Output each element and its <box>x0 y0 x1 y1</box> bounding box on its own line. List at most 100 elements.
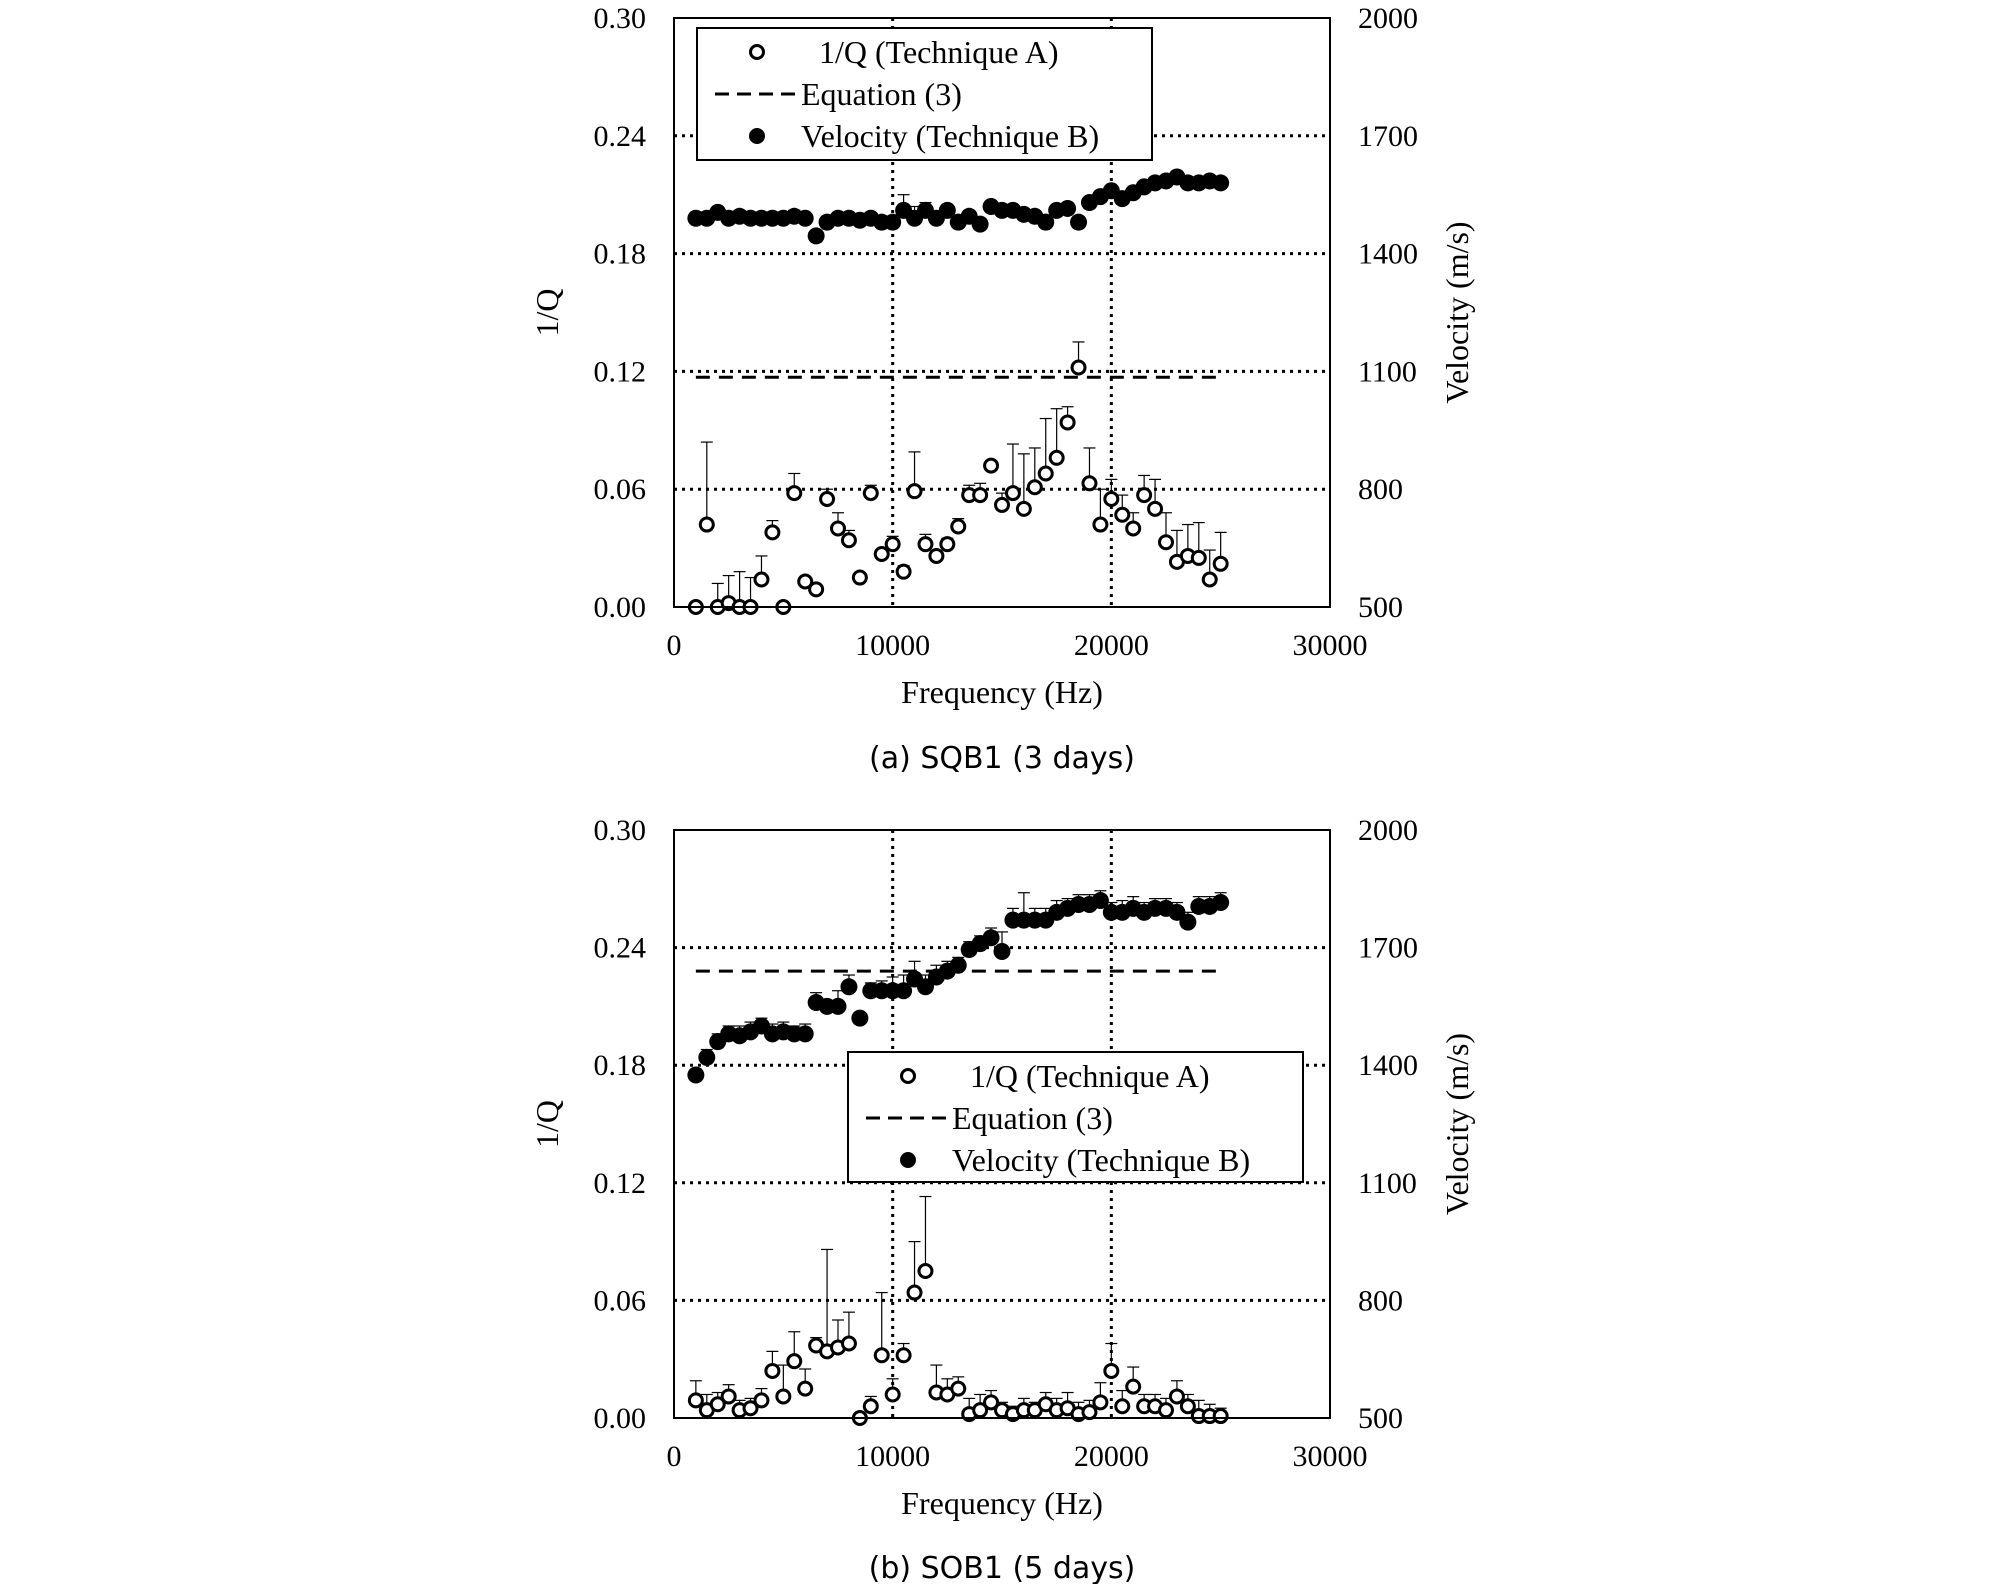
y-axis-label: 1/Q <box>529 1100 565 1148</box>
q-inverse-point <box>1037 465 1054 482</box>
q-inverse-point <box>1103 1362 1120 1379</box>
y2-tick-label: 500 <box>1358 591 1403 624</box>
data-points <box>687 168 1230 615</box>
legend-label: 1/Q (Technique A) <box>970 1058 1209 1094</box>
q-inverse-point <box>1059 414 1076 431</box>
velocity-point <box>851 1009 869 1027</box>
y-tick-label: 0.18 <box>594 1049 647 1082</box>
velocity-point <box>982 929 1000 947</box>
y-tick-label: 0.24 <box>594 932 647 965</box>
q-inverse-point <box>950 518 967 535</box>
q-inverse-point <box>1092 1394 1109 1411</box>
q-inverse-point <box>698 516 715 533</box>
q-inverse-point <box>1026 479 1043 496</box>
q-inverse-point <box>917 1263 934 1279</box>
x-tick-label: 10000 <box>855 1440 930 1473</box>
q-inverse-point <box>1212 555 1229 572</box>
q-inverse-point <box>1136 487 1153 504</box>
q-inverse-point <box>1092 516 1109 533</box>
figure-caption: (a) SQB1 (3 days) <box>869 741 1135 776</box>
q-inverse-point <box>687 1392 704 1409</box>
q-inverse-point <box>1081 475 1098 492</box>
velocity-point <box>829 997 847 1015</box>
velocity-point <box>1179 913 1197 931</box>
y-tick-label: 0.00 <box>594 1402 647 1435</box>
q-inverse-point <box>917 536 934 553</box>
y-tick-label: 0.00 <box>594 591 647 624</box>
y-axis-label: 1/Q <box>529 289 565 337</box>
velocity-point <box>938 201 956 219</box>
legend-label: Velocity (Technique B) <box>801 118 1099 154</box>
velocity-point <box>796 209 814 227</box>
q-inverse-point <box>1015 500 1032 517</box>
q-inverse-point <box>819 491 836 508</box>
q-inverse-point <box>1004 485 1021 502</box>
velocity-point <box>949 956 967 974</box>
q-inverse-point <box>906 1284 923 1301</box>
q-inverse-point <box>1114 506 1131 523</box>
q-inverse-point <box>994 496 1010 513</box>
y2-tick-label: 1100 <box>1358 355 1417 388</box>
q-inverse-point <box>764 524 781 541</box>
velocity-point <box>1037 213 1055 231</box>
q-inverse-point <box>720 1388 737 1405</box>
y2-axis-label: Velocity (m/s) <box>1439 221 1475 403</box>
legend-filled-circle-marker <box>749 128 765 144</box>
y2-tick-label: 800 <box>1358 1284 1403 1317</box>
velocity-point <box>687 1066 705 1084</box>
legend-open-circle-marker <box>900 1068 916 1084</box>
q-inverse-point <box>928 547 945 564</box>
q-inverse-point <box>983 457 1000 474</box>
plot-area-frame <box>673 17 1331 608</box>
velocity-point <box>884 213 902 231</box>
x-axis-label: Frequency (Hz) <box>901 1485 1103 1521</box>
q-inverse-point <box>830 520 846 537</box>
velocity-point <box>971 215 989 233</box>
q-inverse-point <box>1201 571 1218 588</box>
velocity-point <box>993 943 1011 961</box>
q-inverse-point <box>764 1362 781 1379</box>
q-inverse-point <box>983 1394 1000 1411</box>
figure-caption: (b) SOB1 (5 days) <box>869 1551 1136 1584</box>
y2-tick-label: 500 <box>1358 1402 1403 1435</box>
velocity-point <box>807 227 825 245</box>
q-inverse-point <box>1048 449 1065 466</box>
velocity-point <box>1091 892 1109 910</box>
plot-area-frame <box>673 829 1331 1419</box>
x-tick-label: 0 <box>667 629 682 662</box>
q-inverse-point <box>786 485 803 502</box>
velocity-point <box>1212 894 1230 912</box>
q-inverse-point <box>950 1380 967 1397</box>
q-inverse-point <box>862 1398 879 1415</box>
q-inverse-point <box>895 563 912 580</box>
q-inverse-point <box>884 1386 901 1403</box>
velocity-point <box>916 978 934 996</box>
velocity-point <box>1070 213 1088 231</box>
y-axis-left-ticks: 0.00 0.06 0.12 0.18 0.24 0.30 <box>594 814 647 1435</box>
y-tick-label: 0.18 <box>594 238 647 271</box>
legend: 1/Q (Technique A) Equation (3) Velocity … <box>847 1051 1304 1183</box>
q-inverse-point <box>939 536 956 553</box>
q-inverse-point <box>895 1347 912 1364</box>
y-axis-right-ticks: 500 800 1100 1400 1700 2000 <box>1358 814 1418 1435</box>
x-axis-ticks: 0 10000 20000 30000 <box>667 1440 1368 1473</box>
q-inverse-point <box>1190 549 1207 566</box>
legend-label: Equation (3) <box>952 1100 1113 1136</box>
x-axis-ticks: 0 10000 20000 30000 <box>667 629 1368 662</box>
q-inverse-point <box>1147 500 1164 517</box>
y-tick-label: 0.06 <box>594 1284 647 1317</box>
velocity-point <box>895 982 913 1000</box>
q-inverse-point <box>808 581 825 598</box>
q-inverse-point <box>972 487 989 504</box>
y-axis-right-ticks: 500 800 1100 1400 1700 2000 <box>1358 2 1418 624</box>
y2-tick-label: 1700 <box>1358 932 1418 965</box>
q-inverse-point <box>884 536 901 553</box>
q-inverse-point <box>1081 1404 1098 1421</box>
q-inverse-point <box>840 532 857 549</box>
legend-open-circle-marker <box>749 44 765 60</box>
q-inverse-point <box>1158 534 1174 551</box>
legend-label: Equation (3) <box>801 76 962 112</box>
legend-label: 1/Q (Technique A) <box>819 34 1058 70</box>
velocity-point <box>1212 174 1230 192</box>
